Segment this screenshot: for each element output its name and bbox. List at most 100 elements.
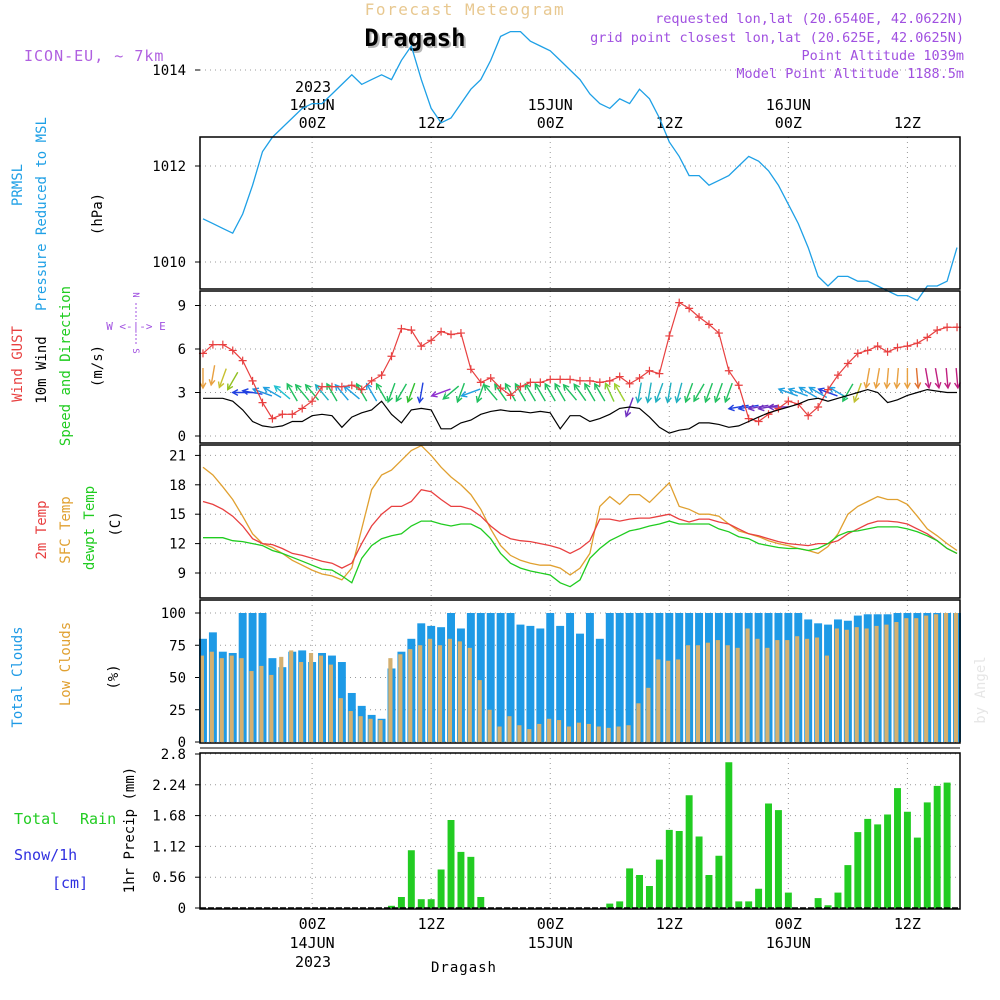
bottom-date-label: 14JUN (290, 934, 335, 952)
wind-gust-point (863, 346, 872, 355)
bottom-date-label: 15JUN (528, 934, 573, 952)
wind-direction-arrow (305, 384, 320, 401)
total-clouds-bar (605, 613, 614, 742)
wind-direction-arrow (227, 371, 239, 390)
wind-direction-arrow (476, 382, 485, 403)
wind-gust-point (774, 404, 783, 413)
wind-gust-point (595, 378, 604, 387)
rain-bar (437, 869, 445, 908)
wind-gust-point (327, 382, 336, 391)
wind-gust-point (308, 397, 317, 406)
wind-gust-point (437, 327, 446, 336)
wind-direction-arrow (886, 367, 890, 389)
total-clouds-bar (496, 613, 505, 742)
y-tick-label: 3 (178, 386, 186, 402)
total-clouds-bar (635, 613, 644, 742)
rain-bar (864, 818, 872, 908)
wind-gust-point (526, 378, 535, 387)
rain-bar (765, 803, 772, 908)
wind-gust-point (347, 381, 356, 390)
low-clouds-bar (358, 716, 363, 742)
low-clouds-bar (586, 723, 591, 742)
wind-direction-arrow (915, 367, 919, 389)
wind-gust-point (387, 352, 396, 361)
wind-gust-point (456, 329, 465, 338)
wind-arrow-head (286, 382, 293, 390)
wind-direction-arrow (375, 383, 388, 402)
wind-arrow-head (416, 396, 424, 404)
temperature-panel: 2m Temp SFC Temp dewpt Temp (C) (34, 486, 124, 570)
wind-gust-point (377, 371, 386, 380)
low-clouds-bar (814, 637, 820, 742)
bottom-date-label: 16JUN (766, 934, 811, 952)
low-clouds-bar (279, 656, 284, 742)
wind-direction-arrow (614, 383, 626, 402)
rain-bar (854, 832, 862, 908)
rain-bar (705, 875, 713, 908)
rain-bar (655, 859, 663, 908)
wind-gust-point (665, 331, 674, 340)
wind-arrow-head (442, 393, 450, 400)
y-tick-label: 0 (178, 901, 186, 917)
low-clouds-bar (715, 640, 720, 742)
pressure-panel: PRMSL Pressure Reduced to MSL (hPa) (10, 117, 106, 311)
y-tick-label: 0 (178, 735, 186, 751)
y-tick-label: 12 (169, 537, 186, 553)
wind-arrow-head (395, 395, 402, 403)
total-clouds-bar (576, 633, 584, 742)
wind-direction-arrow (387, 382, 396, 403)
y-tick-label: 25 (169, 703, 186, 719)
wind-direction-arrow (366, 383, 378, 402)
rain-bar (784, 892, 792, 908)
wind-arrow-head (604, 382, 611, 390)
wind-arrow-head (594, 382, 601, 390)
low-clouds-bar (239, 658, 244, 742)
wind-arrow-head (227, 383, 234, 391)
location-title-shadow: Dragash (366, 26, 467, 54)
wind-arrow-head (893, 382, 901, 390)
y-tick-label: 0 (178, 429, 186, 445)
y-tick-label: 1012 (152, 159, 186, 175)
rain-bar (427, 899, 435, 908)
wind-gust-point (824, 385, 833, 394)
top-date-label: 16JUN (766, 96, 811, 114)
wind-arrow-head (903, 382, 911, 390)
wind-direction-arrow (955, 367, 959, 389)
wind-gust-point (447, 330, 456, 339)
low-clouds-bar (874, 625, 879, 742)
wind-arrow-head (713, 395, 721, 404)
rain-bar (943, 782, 951, 908)
low-clouds-bar (507, 716, 512, 742)
top-hour-label: 00Z (775, 114, 802, 132)
wind-direction-arrow (461, 388, 481, 397)
wind-direction-arrow (343, 385, 360, 400)
y-tick-label: 9 (178, 566, 186, 582)
low-clouds-bar (606, 727, 611, 742)
low-clouds-bar (497, 726, 502, 742)
wind-arrow-head (562, 383, 570, 391)
wind-direction-arrow (748, 404, 769, 410)
wind-gust-point (288, 410, 297, 419)
wind-gust-point (258, 398, 267, 407)
rain-bar (894, 788, 901, 908)
wind-gust-point (536, 378, 545, 387)
y-tick-label: 6 (178, 342, 186, 358)
low-clouds-bar (914, 618, 919, 742)
footer-location: Dragash (431, 960, 497, 976)
y-tick-label: 15 (169, 507, 186, 523)
low-clouds-bar (259, 665, 264, 742)
wind-arrow-head (273, 385, 281, 392)
low-clouds-bar (527, 729, 532, 742)
wind-gust-point (427, 336, 436, 345)
wind-dir-label: Speed and Direction (58, 286, 74, 446)
wind-direction-arrow (218, 368, 227, 388)
rain-bar (874, 824, 882, 908)
wind-direction-arrow (828, 386, 847, 399)
wind-arrow-head (703, 395, 711, 404)
low-clouds-bar (487, 709, 492, 742)
rain-bar (745, 901, 753, 908)
wind-arrow-head (386, 395, 394, 404)
wind-direction-arrow (724, 382, 733, 403)
rain-bar (814, 898, 822, 908)
pressure-label-full: Pressure Reduced to MSL (34, 117, 50, 311)
